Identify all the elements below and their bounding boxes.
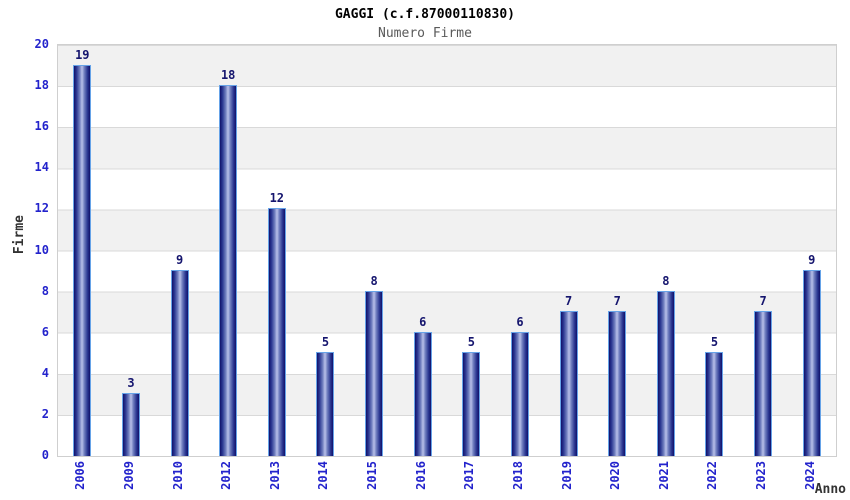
chart-title: GAGGI (c.f.87000110830) [334, 7, 515, 22]
bar-2013 [267, 208, 286, 456]
chart-subtitle: Numero Firme [378, 26, 472, 41]
bar-value-label-2012: 18 [220, 68, 236, 83]
bar-value-label-2010: 9 [175, 253, 184, 268]
bar-2012 [219, 85, 238, 456]
y-tick-6: 6 [41, 324, 49, 339]
x-tick-2015: 2015 [365, 461, 380, 490]
bar-value-label-2019: 7 [564, 294, 573, 309]
bar-2010 [170, 270, 189, 456]
x-tick-2009: 2009 [121, 461, 136, 490]
x-tick-2021: 2021 [656, 461, 671, 490]
bar-value-label-2021: 8 [662, 273, 670, 288]
x-tick-2017: 2017 [462, 461, 477, 490]
bar-2023 [754, 311, 773, 456]
y-axis-ticks: 0 2 4 6 8 10 12 14 16 18 20 [0, 0, 52, 500]
x-tick-2019: 2019 [559, 461, 574, 490]
x-tick-2013: 2013 [267, 461, 282, 490]
bar-2021 [656, 290, 675, 456]
x-tick-2023: 2023 [754, 461, 769, 490]
y-tick-10: 10 [34, 242, 49, 257]
x-tick-2020: 2020 [608, 461, 623, 490]
bar-value-label-2006: 19 [75, 47, 90, 62]
bar-value-label-2017: 5 [467, 335, 475, 350]
x-tick-2006: 2006 [73, 461, 88, 490]
bar-2024 [802, 270, 821, 456]
bar-value-label-2022: 5 [710, 335, 719, 350]
bar-value-label-2009: 3 [127, 376, 135, 391]
y-tick-4: 4 [41, 365, 49, 380]
x-tick-2010: 2010 [170, 461, 185, 490]
y-tick-2: 2 [41, 406, 49, 421]
bar-value-label-2020: 7 [613, 294, 621, 309]
x-tick-2014: 2014 [316, 461, 331, 490]
x-tick-2018: 2018 [510, 461, 525, 490]
y-tick-8: 8 [41, 283, 49, 298]
bar-value-label-2015: 8 [370, 273, 378, 288]
bar-2014 [316, 352, 335, 456]
bar-value-label-2016: 6 [419, 314, 427, 329]
bar-2022 [705, 352, 724, 456]
bar-2017 [462, 352, 481, 456]
x-tick-2016: 2016 [413, 461, 428, 490]
bar-2020 [608, 311, 627, 456]
bar-2006 [73, 64, 92, 456]
y-tick-20: 20 [34, 37, 49, 51]
bar-value-label-2014: 5 [321, 335, 330, 350]
x-tick-2022: 2022 [705, 461, 720, 490]
bar-value-label-2024: 9 [808, 253, 816, 268]
y-tick-12: 12 [34, 201, 49, 216]
x-axis-title: Anno [814, 482, 846, 497]
bar-2016 [413, 331, 432, 456]
bar-value-label-2013: 12 [269, 191, 285, 206]
bar-2018 [510, 331, 529, 456]
y-tick-16: 16 [34, 119, 49, 134]
bar-2015 [365, 290, 384, 456]
y-tick-14: 14 [34, 160, 49, 175]
plot-area: 19 3 9 18 12 5 8 6 5 6 7 7 8 5 7 9 [57, 44, 837, 457]
y-tick-18: 18 [34, 78, 49, 93]
y-tick-0: 0 [41, 448, 49, 462]
x-tick-2012: 2012 [219, 461, 234, 490]
bar-2019 [559, 311, 578, 456]
bar-value-label-2018: 6 [516, 314, 524, 329]
bar-2009 [121, 393, 140, 456]
bar-value-label-2023: 7 [759, 294, 767, 309]
